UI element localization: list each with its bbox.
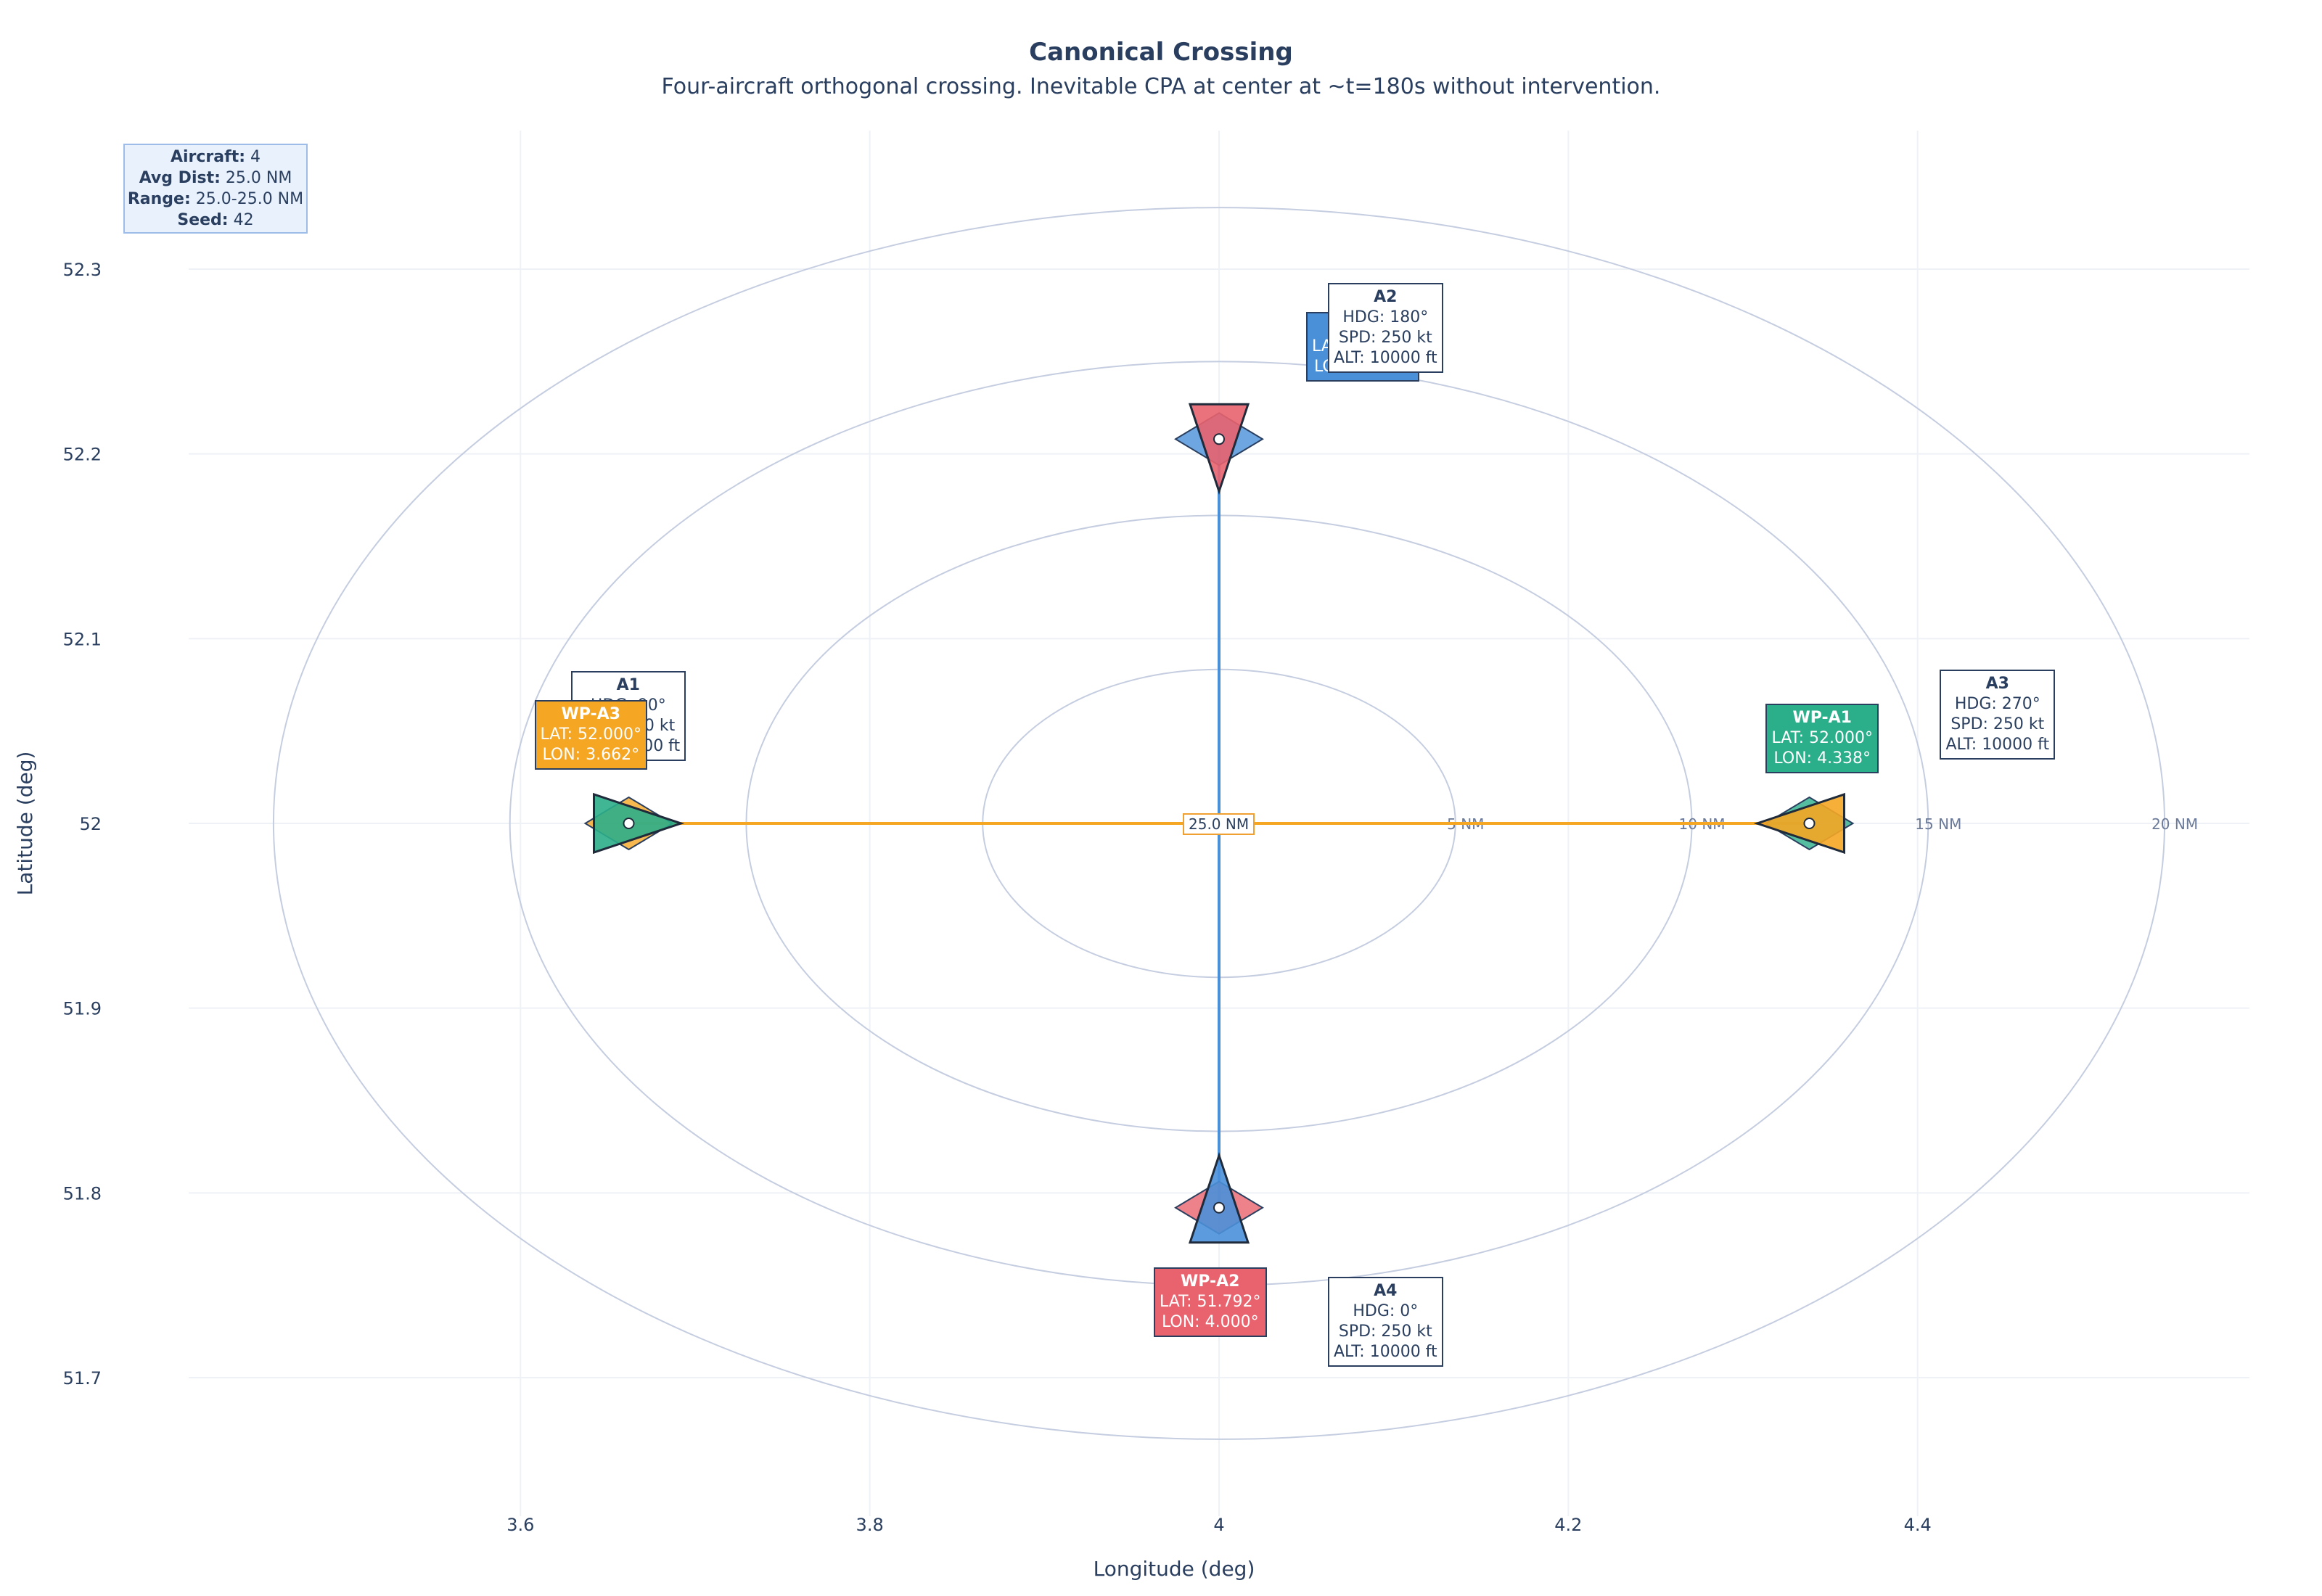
aircraft-marker-a1: [593, 792, 685, 855]
range-ring: [272, 207, 2166, 1440]
x-tick-label: 4.2: [1554, 1515, 1582, 1535]
y-tick-label: 51.8: [63, 1183, 102, 1204]
chart-title: Canonical Crossing: [1029, 38, 1293, 67]
aircraft-position-dot: [623, 818, 635, 829]
y-tick-label: 51.7: [63, 1368, 102, 1389]
x-tick-label: 4.4: [1904, 1515, 1932, 1535]
info-aircraft: Aircraft: 4: [170, 148, 261, 166]
ticks: 3.6 3.8 4 4.2 4.4 51.7 51.8 51.9 52 52.1 52.2 52.3: [63, 260, 1932, 1535]
chart-subtitle: Four-aircraft orthogonal crossing. Inevi…: [661, 74, 1661, 99]
waypoint-label-wp-a2: WP-A2 LAT: 51.792° LON: 4.000°: [1154, 1267, 1267, 1337]
aircraft-label-a2: A2 HDG: 180° SPD: 250 kt ALT: 10000 ft: [1328, 283, 1443, 374]
range-ring-label: 15 NM: [1915, 815, 1961, 833]
x-axis-title: Longitude (deg): [1094, 1557, 1255, 1581]
y-tick-label: 52.3: [63, 260, 102, 280]
aircraft-position-dot: [1213, 433, 1225, 445]
range-ring-label: 20 NM: [2151, 815, 2198, 833]
aircraft-marker-a4: [1188, 1151, 1250, 1244]
info-seed: Seed: 42: [177, 211, 254, 229]
aircraft-position-dot: [1803, 818, 1816, 829]
y-axis-title: Latitude (deg): [13, 752, 37, 896]
y-tick-label: 52.1: [63, 629, 102, 649]
x-tick-label: 3.6: [506, 1515, 534, 1535]
aircraft-label-a4: A4 HDG: 0° SPD: 250 kt ALT: 10000 ft: [1328, 1276, 1443, 1367]
y-tick-label: 51.9: [63, 999, 102, 1019]
center-distance-badge: 25.0 NM: [1183, 813, 1255, 835]
info-range: Range: 25.0-25.0 NM: [127, 190, 304, 208]
scenario-info-box: Aircraft: 4 Avg Dist: 25.0 NM Range: 25.…: [123, 144, 308, 234]
waypoint-label-wp-a3: WP-A3 LAT: 52.000° LON: 3.662°: [534, 700, 648, 770]
aircraft-position-dot: [1213, 1201, 1225, 1214]
y-tick-label: 52.2: [63, 445, 102, 465]
markers: [583, 403, 1855, 1244]
x-tick-label: 4: [1213, 1515, 1224, 1535]
waypoint-label-wp-a1: WP-A1 LAT: 52.000° LON: 4.338°: [1765, 704, 1879, 773]
aircraft-label-a3: A3 HDG: 270° SPD: 250 kt ALT: 10000 ft: [1940, 670, 2056, 760]
info-avg-dist: Avg Dist: 25.0 NM: [139, 169, 292, 187]
x-tick-label: 3.8: [856, 1515, 884, 1535]
aircraft-marker-a3: [1753, 792, 1845, 855]
y-tick-label: 52: [79, 814, 102, 834]
aircraft-marker-a2: [1188, 403, 1250, 495]
